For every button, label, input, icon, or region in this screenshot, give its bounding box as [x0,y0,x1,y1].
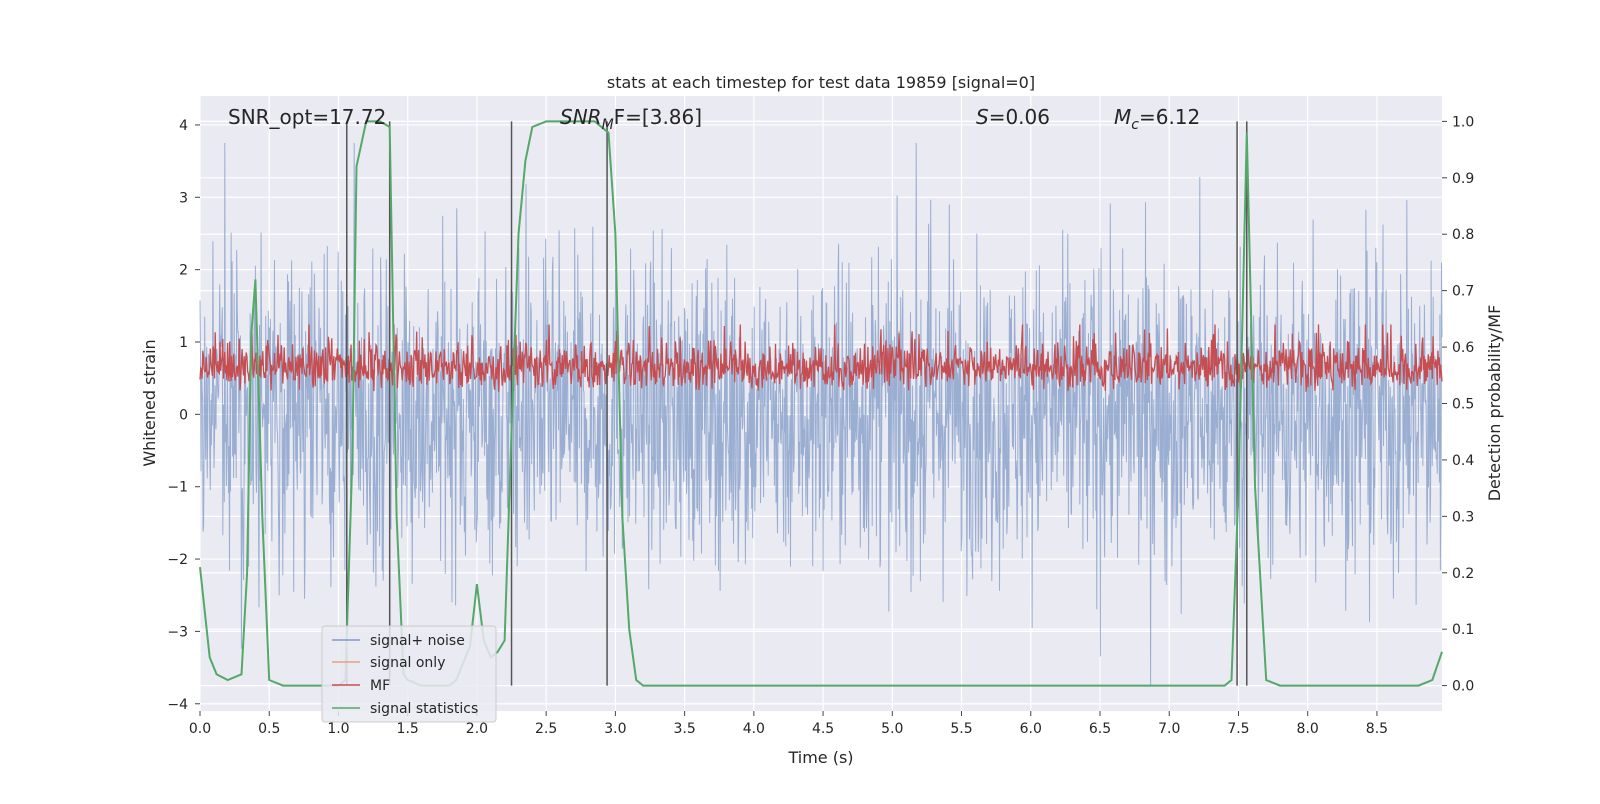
signal-statistics-line [199,120,1443,687]
s-rest: =0.06 [989,105,1050,129]
y-right-tick-label: 0.4 [1452,453,1474,469]
signal-noise-series [199,142,1443,686]
mc-italic: M [1114,105,1131,129]
y-right-tick-label: 0.7 [1452,284,1474,300]
legend-label-signal-noise: signal+ noise [370,633,465,649]
y-left-tick-label: 0 [179,407,188,423]
signal-statistics-series [199,120,1443,687]
y-right-tick-label: 0.6 [1452,340,1474,356]
y-axis-right-label: Detection probability/MF [1485,305,1504,502]
legend: signal+ noise signal only MF signal stat… [321,625,497,723]
axes: 0.0 0.5 1.0 1.5 2.0 2.5 3.0 3.5 4.0 4.5 5.0 5.5 6.0 6… [167,114,1474,737]
x-tick-label: 3.5 [673,721,695,737]
x-tick-label: 1.5 [397,721,419,737]
y-left-tick-label: −1 [167,480,188,496]
x-axis-label: Time (s) [787,748,853,767]
legend-label-signal-statistics: signal statistics [370,701,478,717]
x-tick-label: 4.5 [812,721,834,737]
y-right-tick-label: 0.3 [1452,509,1474,525]
signal-noise-line [199,142,1443,686]
mf-line [199,324,1443,392]
y-left-tick-label: 4 [179,118,188,134]
y-right-tick-label: 0.5 [1452,397,1474,413]
snr-mf-rest: F=[3.86] [614,105,702,129]
y-right-tick-label: 1.0 [1452,114,1474,130]
legend-label-signal-only: signal only [370,655,445,671]
x-tick-label: 3.0 [604,721,626,737]
x-tick-label: 6.0 [1020,721,1042,737]
x-tick-label: 2.5 [535,721,557,737]
x-tick-label: 7.5 [1227,721,1249,737]
y-left-tick-label: 2 [179,263,188,279]
y-right-tick-label: 0.9 [1452,171,1474,187]
annotation-s: S=0.06 [976,105,1050,129]
x-tick-label: 1.0 [327,721,349,737]
annotation-snr-mf: SNRMF=[3.86] [560,105,702,133]
mc-subscript: c [1131,117,1139,133]
annotation-mc: Mc=6.12 [1114,105,1200,133]
x-tick-label: 4.0 [743,721,765,737]
x-tick-label: 5.5 [950,721,972,737]
s-italic: S [976,105,989,129]
x-tick-label: 8.5 [1366,721,1388,737]
x-tick-label: 6.5 [1089,721,1111,737]
annotation-snr-opt: SNR_opt=17.72 [228,105,386,129]
y-left-tick-label: 1 [179,335,188,351]
x-tick-label: 2.0 [466,721,488,737]
y-right-tick-label: 0.0 [1452,679,1474,695]
x-tick-label: 5.0 [881,721,903,737]
x-tick-label: 8.0 [1297,721,1319,737]
x-tick-label: 7.0 [1158,721,1180,737]
x-tick-label: 0.0 [189,721,211,737]
y-right-tick-label: 0.1 [1452,622,1474,638]
mf-series [199,324,1443,392]
chart-title: stats at each timestep for test data 198… [607,73,1035,92]
y-axis-left-label: Whitened strain [140,339,159,466]
y-right-tick-label: 0.8 [1452,227,1474,243]
vertical-markers [346,121,1248,686]
y-left-tick-label: 3 [179,190,188,206]
snr-mf-subscript: M [602,117,614,133]
x-tick-label: 0.5 [258,721,280,737]
legend-box [321,625,497,723]
snr-mf-italic: SNR [560,105,602,129]
legend-label-mf: MF [370,678,390,694]
y-right-tick-label: 0.2 [1452,566,1474,582]
mc-rest: =6.12 [1139,105,1200,129]
y-left-tick-label: −4 [167,697,188,713]
y-left-tick-label: −3 [167,624,188,640]
y-left-tick-label: −2 [167,552,188,568]
